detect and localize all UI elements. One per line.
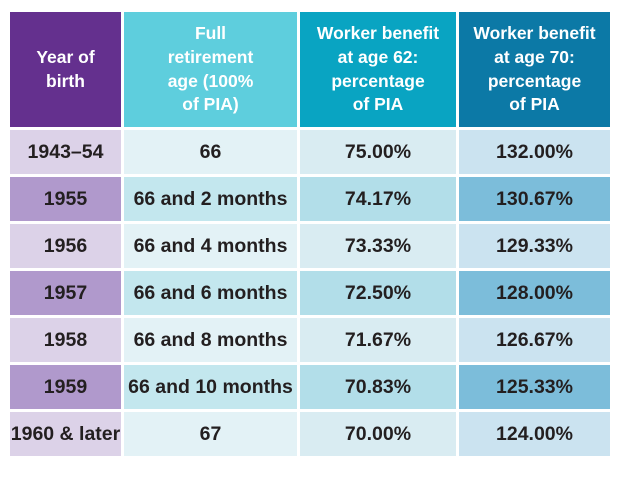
cell-benefit-age-70: 130.67% (459, 177, 610, 221)
cell-full-retirement-age: 66 and 2 months (124, 177, 297, 221)
cell-benefit-age-62: 71.67% (300, 318, 456, 362)
header-row: Year of birth Full retirement age (100% … (10, 12, 610, 127)
cell-year-of-birth: 1943–54 (10, 130, 121, 174)
cell-benefit-age-70: 132.00% (459, 130, 610, 174)
cell-benefit-age-70: 126.67% (459, 318, 610, 362)
header-benefit-age-70: Worker benefit at age 70: percentage of … (459, 12, 610, 127)
cell-full-retirement-age: 66 and 10 months (124, 365, 297, 409)
table-row-1957: 1957 66 and 6 months 72.50% 128.00% (10, 271, 610, 315)
header-benefit-age-62: Worker benefit at age 62: percentage of … (300, 12, 456, 127)
cell-full-retirement-age: 66 and 4 months (124, 224, 297, 268)
cell-benefit-age-62: 73.33% (300, 224, 456, 268)
table-row-1955: 1955 66 and 2 months 74.17% 130.67% (10, 177, 610, 221)
cell-benefit-age-70: 128.00% (459, 271, 610, 315)
cell-benefit-age-62: 70.00% (300, 412, 456, 456)
cell-full-retirement-age: 67 (124, 412, 297, 456)
cell-year-of-birth: 1956 (10, 224, 121, 268)
cell-full-retirement-age: 66 and 8 months (124, 318, 297, 362)
header-year-of-birth: Year of birth (10, 12, 121, 127)
table-row-1956: 1956 66 and 4 months 73.33% 129.33% (10, 224, 610, 268)
retirement-benefits-table: Year of birth Full retirement age (100% … (7, 9, 613, 459)
cell-benefit-age-62: 70.83% (300, 365, 456, 409)
table-row-1958: 1958 66 and 8 months 71.67% 126.67% (10, 318, 610, 362)
cell-benefit-age-62: 74.17% (300, 177, 456, 221)
cell-benefit-age-70: 125.33% (459, 365, 610, 409)
cell-year-of-birth: 1959 (10, 365, 121, 409)
table-row-1960-later: 1960 & later 67 70.00% 124.00% (10, 412, 610, 456)
cell-full-retirement-age: 66 and 6 months (124, 271, 297, 315)
cell-full-retirement-age: 66 (124, 130, 297, 174)
cell-year-of-birth: 1960 & later (10, 412, 121, 456)
cell-benefit-age-62: 75.00% (300, 130, 456, 174)
table-row-1943-54: 1943–54 66 75.00% 132.00% (10, 130, 610, 174)
cell-year-of-birth: 1955 (10, 177, 121, 221)
cell-year-of-birth: 1957 (10, 271, 121, 315)
cell-benefit-age-70: 129.33% (459, 224, 610, 268)
header-full-retirement-age: Full retirement age (100% of PIA) (124, 12, 297, 127)
cell-benefit-age-70: 124.00% (459, 412, 610, 456)
cell-benefit-age-62: 72.50% (300, 271, 456, 315)
table-row-1959: 1959 66 and 10 months 70.83% 125.33% (10, 365, 610, 409)
cell-year-of-birth: 1958 (10, 318, 121, 362)
